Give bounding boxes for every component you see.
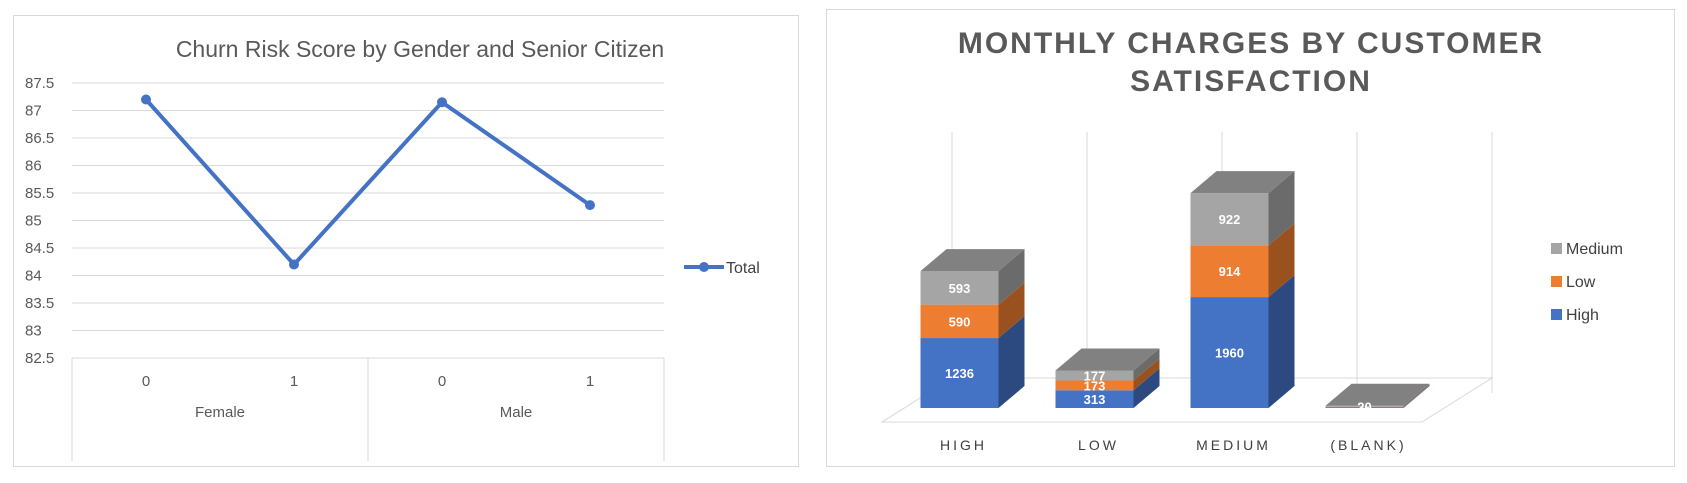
- bar-side-high: [998, 316, 1025, 408]
- x-tick-label: 0: [438, 373, 446, 390]
- bar-side-high: [1133, 368, 1160, 408]
- bar-side-low: [1268, 223, 1295, 298]
- bar-top: [1190, 171, 1295, 194]
- data-point: [585, 200, 595, 211]
- x-tick-label: 1: [586, 373, 594, 390]
- bar-chart-title-line1: MONTHLY CHARGES BY CUSTOMER: [958, 27, 1544, 60]
- y-tick-label: 85: [25, 213, 42, 230]
- x-tick-label: 0: [142, 373, 150, 390]
- bar-segment-high: [1325, 407, 1404, 408]
- data-label: 20: [1357, 399, 1371, 414]
- legend-label-medium: Medium: [1566, 241, 1623, 258]
- y-tick-label: 83: [25, 323, 42, 340]
- data-label: 590: [949, 314, 971, 329]
- data-label: 593: [949, 281, 971, 296]
- bar-top: [1055, 348, 1160, 371]
- bar-segment-high: [920, 338, 999, 408]
- bar-segment-medium: [1055, 370, 1134, 381]
- bar-segment-medium: [1190, 193, 1269, 246]
- y-tick-label: 85.5: [25, 185, 54, 202]
- data-label: 177: [1084, 368, 1106, 383]
- x-tick-label: 1: [290, 373, 298, 390]
- line-chart-title: Churn Risk Score by Gender and Senior Ci…: [176, 36, 664, 62]
- legend-swatch-high: [1551, 309, 1562, 320]
- y-tick-label: 83.5: [25, 295, 54, 312]
- bar-chart: MONTHLY CHARGES BY CUSTOMER SATISFACTION…: [880, 27, 1623, 453]
- bar-chart-panel: MONTHLY CHARGES BY CUSTOMER SATISFACTION…: [826, 9, 1675, 467]
- bar-side-medium: [1403, 383, 1430, 407]
- bar-segment-high: [1055, 390, 1134, 408]
- bar-top: [1325, 383, 1430, 406]
- y-tick-label: 84.5: [25, 240, 54, 257]
- y-tick-label: 86: [25, 158, 42, 175]
- data-label: 1236: [945, 366, 974, 381]
- category-label: HIGH: [940, 437, 987, 453]
- series-line-total: [144, 98, 592, 267]
- y-tick-label: 84: [25, 268, 42, 285]
- y-tick-label: 86.5: [25, 130, 54, 147]
- legend-swatch-low: [1551, 276, 1562, 287]
- bar-segment-medium: [1325, 405, 1404, 407]
- bar-side-low: [1403, 384, 1430, 408]
- data-label: 914: [1219, 264, 1241, 279]
- data-point: [289, 259, 299, 270]
- data-point: [141, 94, 151, 105]
- category-label: LOW: [1078, 437, 1119, 453]
- bar-side-low: [1133, 358, 1160, 391]
- bar-top: [920, 249, 1025, 272]
- y-tick-label: 82.5: [25, 350, 54, 367]
- bar-side-high: [1403, 385, 1430, 408]
- bar-segment-medium: [920, 271, 999, 305]
- legend-point-marker: [699, 262, 709, 272]
- data-label: 313: [1084, 392, 1106, 407]
- bar-side-medium: [998, 249, 1025, 305]
- y-tick-label: 87: [25, 103, 42, 120]
- bar-segment-low: [920, 304, 999, 339]
- line-chart-panel: Churn Risk Score by Gender and Senior Ci…: [13, 15, 799, 467]
- bar-segment-low: [1055, 380, 1134, 391]
- bar-chart-title-line2: SATISFACTION: [1130, 65, 1372, 98]
- line-chart: Churn Risk Score by Gender and Senior Ci…: [25, 36, 760, 461]
- bar-side-medium: [1268, 171, 1295, 246]
- data-label: 173: [1084, 378, 1106, 393]
- x-group-label: Female: [195, 404, 245, 421]
- data-point: [437, 97, 447, 108]
- bar-side-medium: [1133, 348, 1160, 381]
- bar-side-high: [1268, 275, 1295, 408]
- legend-label-high: High: [1566, 307, 1599, 324]
- data-label: 1960: [1215, 346, 1244, 361]
- category-label: MEDIUM: [1196, 437, 1271, 453]
- x-group-label: Male: [500, 404, 533, 421]
- category-label: (BLANK): [1330, 437, 1406, 453]
- legend-label: Total: [726, 260, 760, 277]
- legend-swatch-medium: [1551, 243, 1562, 254]
- y-tick-label: 87.5: [25, 75, 54, 92]
- data-label: 922: [1219, 212, 1241, 227]
- bar-segment-low: [1190, 245, 1269, 298]
- data-label: 9: [1361, 401, 1368, 416]
- bar-segment-low: [1325, 406, 1404, 408]
- legend-label-low: Low: [1566, 274, 1596, 291]
- bar-segment-high: [1190, 297, 1269, 408]
- bar-side-low: [998, 282, 1025, 339]
